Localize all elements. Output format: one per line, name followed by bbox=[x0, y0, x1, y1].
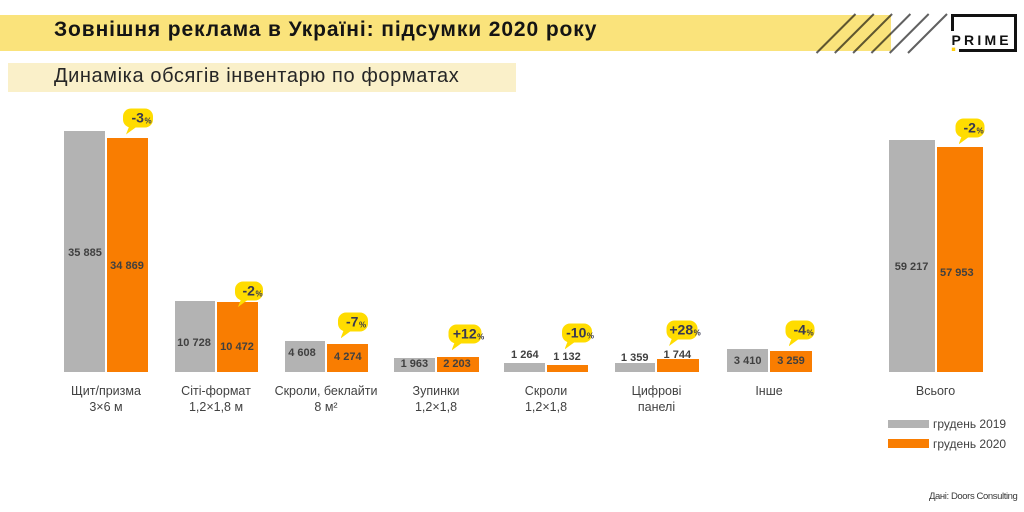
svg-text:PRIME: PRIME bbox=[952, 32, 1012, 48]
